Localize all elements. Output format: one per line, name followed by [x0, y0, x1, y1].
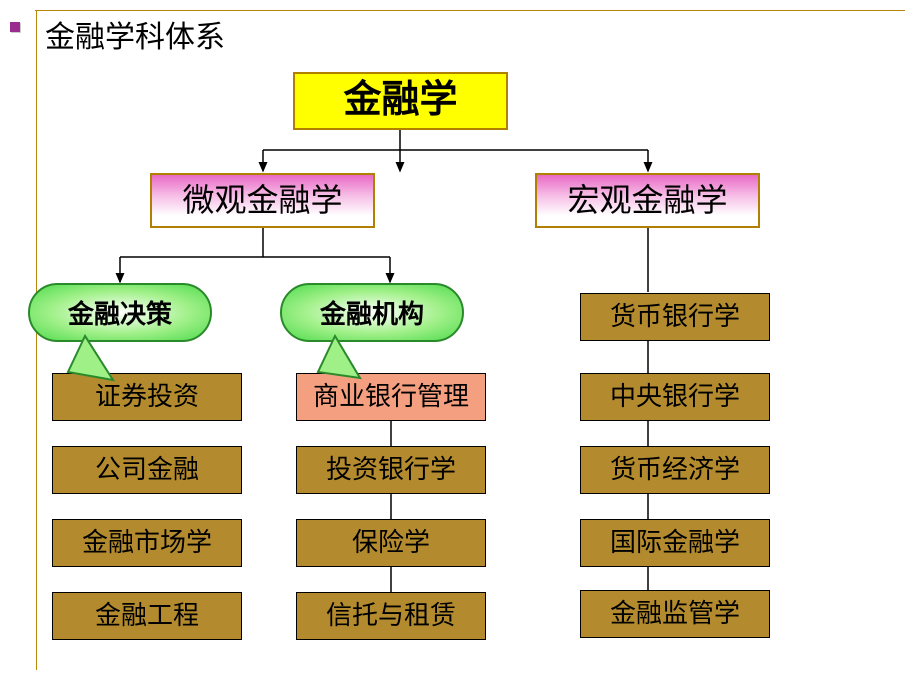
branch-macro: 宏观金融学 — [535, 173, 760, 228]
leaf-label: 投资银行学 — [326, 456, 456, 485]
leaf-label: 货币银行学 — [610, 303, 740, 332]
leaf-label: 金融市场学 — [82, 529, 212, 558]
leaf-money-banking: 货币银行学 — [580, 293, 770, 341]
leaf-label: 中央银行学 — [610, 383, 740, 412]
callout-institution: 金融机构 — [280, 283, 464, 342]
callout-institution-label: 金融机构 — [320, 294, 424, 331]
leaf-monetary-economics: 货币经济学 — [580, 446, 770, 494]
leaf-label: 商业银行管理 — [313, 383, 469, 412]
leaf-corporate-finance: 公司金融 — [52, 446, 242, 494]
root-node: 金融学 — [293, 72, 508, 130]
leaf-financial-supervision: 金融监管学 — [580, 590, 770, 638]
title-rule-v — [36, 10, 37, 670]
leaf-insurance: 保险学 — [296, 519, 486, 567]
leaf-financial-engineering: 金融工程 — [52, 592, 242, 640]
leaf-label: 公司金融 — [95, 456, 199, 485]
leaf-international-finance: 国际金融学 — [580, 519, 770, 567]
leaf-investment-banking: 投资银行学 — [296, 446, 486, 494]
leaf-label: 信托与租赁 — [326, 602, 456, 631]
leaf-commercial-bank-mgmt: 商业银行管理 — [296, 373, 486, 421]
branch-micro: 微观金融学 — [150, 173, 375, 228]
leaf-label: 证券投资 — [95, 383, 199, 412]
leaf-label: 保险学 — [352, 529, 430, 558]
leaf-trust-leasing: 信托与租赁 — [296, 592, 486, 640]
callout-decision-label: 金融决策 — [68, 294, 172, 331]
leaf-securities: 证券投资 — [52, 373, 242, 421]
bullet-icon — [10, 22, 20, 32]
root-label: 金融学 — [343, 80, 457, 122]
callout-decision: 金融决策 — [28, 283, 212, 342]
branch-macro-label: 宏观金融学 — [567, 183, 727, 218]
branch-micro-label: 微观金融学 — [182, 183, 342, 218]
slide-title: 金融学科体系 — [45, 12, 225, 56]
slide: 金融学科体系 金融学 微观金融学 宏观金融学 金融决策 金融机构 证券投资 公司… — [0, 0, 920, 690]
title-rule-h — [35, 10, 905, 11]
leaf-label: 金融监管学 — [610, 600, 740, 629]
leaf-financial-markets: 金融市场学 — [52, 519, 242, 567]
leaf-label: 金融工程 — [95, 602, 199, 631]
leaf-label: 国际金融学 — [610, 529, 740, 558]
leaf-label: 货币经济学 — [610, 456, 740, 485]
leaf-central-banking: 中央银行学 — [580, 373, 770, 421]
